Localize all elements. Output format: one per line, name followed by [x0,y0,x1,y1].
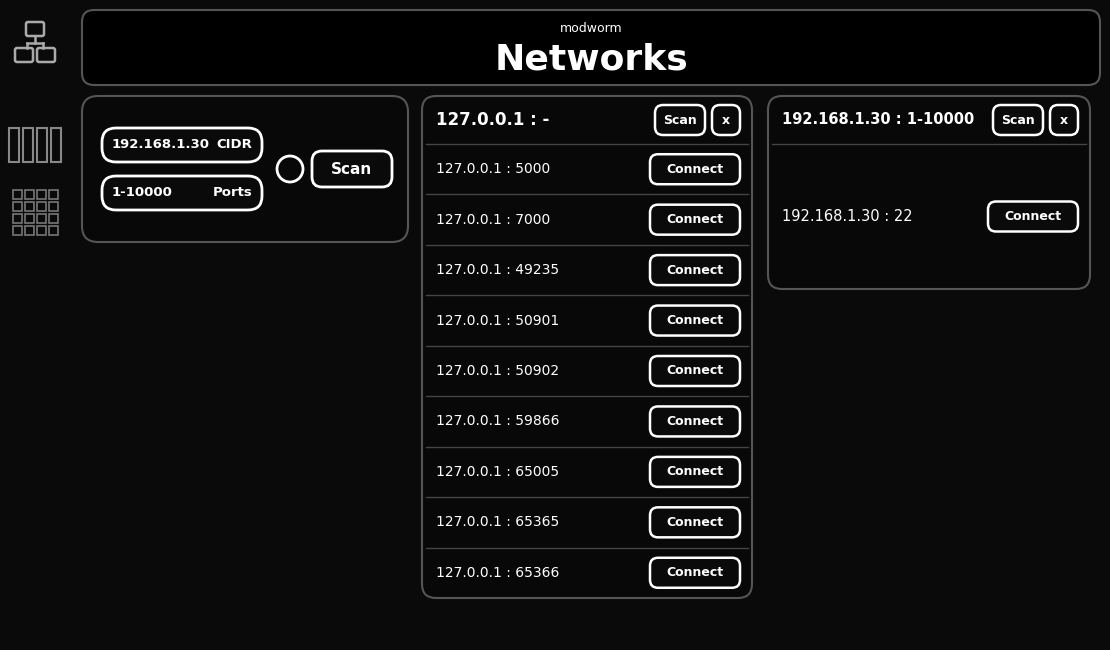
FancyBboxPatch shape [422,96,751,598]
FancyBboxPatch shape [650,154,740,184]
FancyBboxPatch shape [988,202,1078,231]
Text: Connect: Connect [666,314,724,327]
FancyBboxPatch shape [650,558,740,588]
Text: 127.0.0.1 : 50901: 127.0.0.1 : 50901 [436,313,559,328]
Text: CIDR: CIDR [216,138,252,151]
Text: 127.0.0.1 : 5000: 127.0.0.1 : 5000 [436,162,551,176]
Bar [51,128,61,162]
FancyBboxPatch shape [102,176,262,210]
FancyBboxPatch shape [650,356,740,386]
Text: Scan: Scan [1001,114,1035,127]
Text: 192.168.1.30 : 1-10000: 192.168.1.30 : 1-10000 [783,112,975,127]
FancyBboxPatch shape [993,105,1043,135]
Text: modworm: modworm [559,21,623,34]
Text: x: x [722,114,730,127]
Text: Connect: Connect [666,264,724,277]
FancyBboxPatch shape [82,10,1100,85]
Text: Connect: Connect [1005,210,1061,223]
Bar [49,190,58,199]
Text: Connect: Connect [666,516,724,529]
FancyBboxPatch shape [650,306,740,335]
Bar [23,128,33,162]
Text: Connect: Connect [666,365,724,378]
Text: 127.0.0.1 : 7000: 127.0.0.1 : 7000 [436,213,551,227]
Text: 192.168.1.30 : 22: 192.168.1.30 : 22 [783,209,912,224]
Text: Connect: Connect [666,415,724,428]
Bar [37,202,46,211]
Text: Connect: Connect [666,213,724,226]
FancyBboxPatch shape [102,128,262,162]
Text: Connect: Connect [666,465,724,478]
Bar [49,226,58,235]
Text: Connect: Connect [666,566,724,579]
Text: Networks: Networks [494,43,688,77]
Bar [49,214,58,223]
FancyBboxPatch shape [650,508,740,538]
Text: 127.0.0.1 : 50902: 127.0.0.1 : 50902 [436,364,559,378]
Bar [37,190,46,199]
FancyBboxPatch shape [768,96,1090,289]
Text: Ports: Ports [212,187,252,200]
Text: 192.168.1.30: 192.168.1.30 [112,138,210,151]
Bar [13,190,22,199]
Text: 127.0.0.1 : 49235: 127.0.0.1 : 49235 [436,263,559,277]
FancyBboxPatch shape [650,205,740,235]
Bar [37,128,47,162]
Text: Scan: Scan [332,161,373,177]
Bar [26,214,34,223]
Bar [37,214,46,223]
Text: Connect: Connect [666,162,724,176]
Bar [13,202,22,211]
Bar [26,226,34,235]
Text: 127.0.0.1 : -: 127.0.0.1 : - [436,111,549,129]
FancyBboxPatch shape [650,406,740,436]
Text: 127.0.0.1 : 65005: 127.0.0.1 : 65005 [436,465,559,479]
Text: 127.0.0.1 : 59866: 127.0.0.1 : 59866 [436,415,559,428]
Text: Scan: Scan [663,114,697,127]
FancyBboxPatch shape [82,96,408,242]
FancyBboxPatch shape [712,105,740,135]
FancyBboxPatch shape [650,255,740,285]
Text: 127.0.0.1 : 65365: 127.0.0.1 : 65365 [436,515,559,529]
Bar [26,202,34,211]
FancyBboxPatch shape [650,457,740,487]
Text: x: x [1060,114,1068,127]
Bar [37,226,46,235]
Text: 127.0.0.1 : 65366: 127.0.0.1 : 65366 [436,566,559,580]
FancyBboxPatch shape [1050,105,1078,135]
FancyBboxPatch shape [312,151,392,187]
Bar [13,226,22,235]
Text: 1-10000: 1-10000 [112,187,173,200]
Bar [9,128,19,162]
FancyBboxPatch shape [655,105,705,135]
Bar [13,214,22,223]
Bar [26,190,34,199]
Bar [49,202,58,211]
